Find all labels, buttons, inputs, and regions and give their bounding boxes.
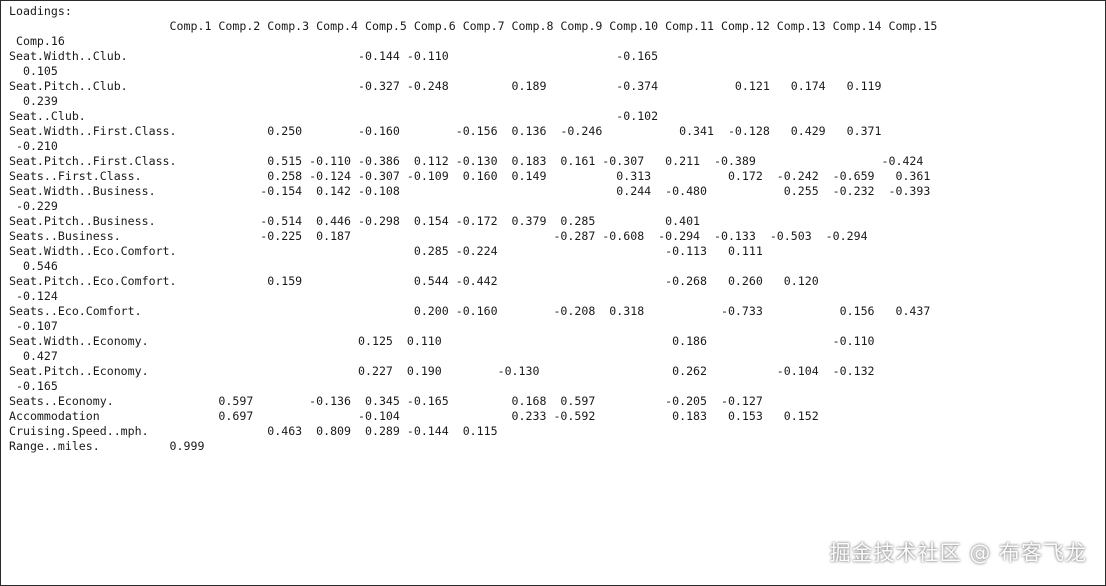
column-header-line: Comp.16: [9, 34, 65, 48]
loading-row: Seat..Club. -0.102: [9, 109, 659, 123]
loading-row: Cruising.Speed..mph. 0.463 0.809 0.289 -…: [9, 424, 498, 438]
loading-row: Seat.Pitch..Business. -0.514 0.446 -0.29…: [9, 214, 701, 228]
console-line: Loadings:: [9, 4, 72, 18]
loading-row-wrap: -0.229: [9, 199, 58, 213]
loading-row-wrap: -0.107: [9, 319, 58, 333]
loading-row: Seats..Eco.Comfort. 0.200 -0.160 -0.208 …: [9, 304, 931, 318]
loading-row-wrap: -0.124: [9, 289, 58, 303]
loading-row: Seats..First.Class. 0.258 -0.124 -0.307 …: [9, 169, 931, 183]
loading-row: Seat.Width..Club. -0.144 -0.110 -0.165: [9, 49, 659, 63]
loading-row: Seat.Pitch..First.Class. 0.515 -0.110 -0…: [9, 154, 924, 168]
loading-row: Seat.Width..Economy. 0.125 0.110 0.186 -…: [9, 334, 875, 348]
watermark: 掘金技术社区 @ 布客飞龙: [829, 541, 1087, 565]
loading-row: Seats..Economy. 0.597 -0.136 0.345 -0.16…: [9, 394, 763, 408]
loading-row-wrap: 0.105: [9, 64, 58, 78]
loading-row: Seat.Width..First.Class. 0.250 -0.160 -0…: [9, 124, 882, 138]
loading-row: Seat.Pitch..Economy. 0.227 0.190 -0.130 …: [9, 364, 875, 378]
loading-row: Seats..Business. -0.225 0.187 -0.287 -0.…: [9, 229, 868, 243]
loading-row: Seat.Pitch..Eco.Comfort. 0.159 0.544 -0.…: [9, 274, 819, 288]
loading-row-wrap: -0.210: [9, 139, 58, 153]
loadings-table: Loadings: Comp.1 Comp.2 Comp.3 Comp.4 Co…: [9, 4, 937, 454]
loading-row: Range..miles. 0.999: [9, 439, 205, 453]
loading-row: Seat.Width..Eco.Comfort. 0.285 -0.224 -0…: [9, 244, 763, 258]
loading-row-wrap: 0.239: [9, 94, 58, 108]
loading-row-wrap: 0.546: [9, 259, 58, 273]
loading-row: Seat.Width..Business. -0.154 0.142 -0.10…: [9, 184, 931, 198]
column-header-line: Comp.1 Comp.2 Comp.3 Comp.4 Comp.5 Comp.…: [9, 19, 938, 33]
loading-row-wrap: 0.427: [9, 349, 58, 363]
loading-row: Seat.Pitch..Club. -0.327 -0.248 0.189 -0…: [9, 79, 882, 93]
loading-row-wrap: -0.165: [9, 379, 58, 393]
loading-row: Accommodation 0.697 -0.104 0.233 -0.592 …: [9, 409, 819, 423]
